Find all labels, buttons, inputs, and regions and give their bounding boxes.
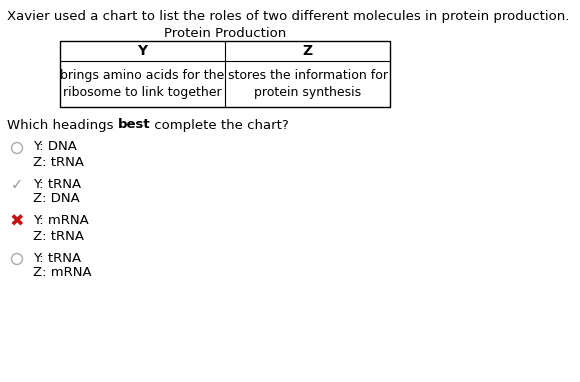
Bar	[60, 41, 390, 107]
Text: Y: tRNA: Y: tRNA	[33, 178, 81, 191]
Text: Z: mRNA: Z: mRNA	[33, 267, 92, 280]
Circle shape	[12, 142, 23, 154]
Text: Y: DNA: Y: DNA	[33, 141, 77, 154]
Text: Which headings: Which headings	[7, 118, 118, 131]
Text: Z: tRNA: Z: tRNA	[33, 230, 84, 243]
Text: Y: mRNA: Y: mRNA	[33, 215, 89, 228]
Circle shape	[12, 254, 23, 264]
Text: ✖: ✖	[10, 213, 24, 231]
Text: brings amino acids for the
ribosome to link together: brings amino acids for the ribosome to l…	[60, 69, 224, 99]
Text: best: best	[118, 118, 150, 131]
Text: complete the chart?: complete the chart?	[150, 118, 289, 131]
Text: Y: Y	[137, 44, 147, 58]
Text: Xavier used a chart to list the roles of two different molecules in protein prod: Xavier used a chart to list the roles of…	[7, 10, 570, 23]
Text: ✓: ✓	[11, 178, 23, 193]
Text: Protein Production: Protein Production	[164, 27, 286, 40]
Text: Y: tRNA: Y: tRNA	[33, 251, 81, 264]
Text: Z: Z	[302, 44, 313, 58]
Text: stores the information for
protein synthesis: stores the information for protein synth…	[227, 69, 387, 99]
Text: Z: tRNA: Z: tRNA	[33, 155, 84, 168]
Text: Z: DNA: Z: DNA	[33, 193, 80, 206]
